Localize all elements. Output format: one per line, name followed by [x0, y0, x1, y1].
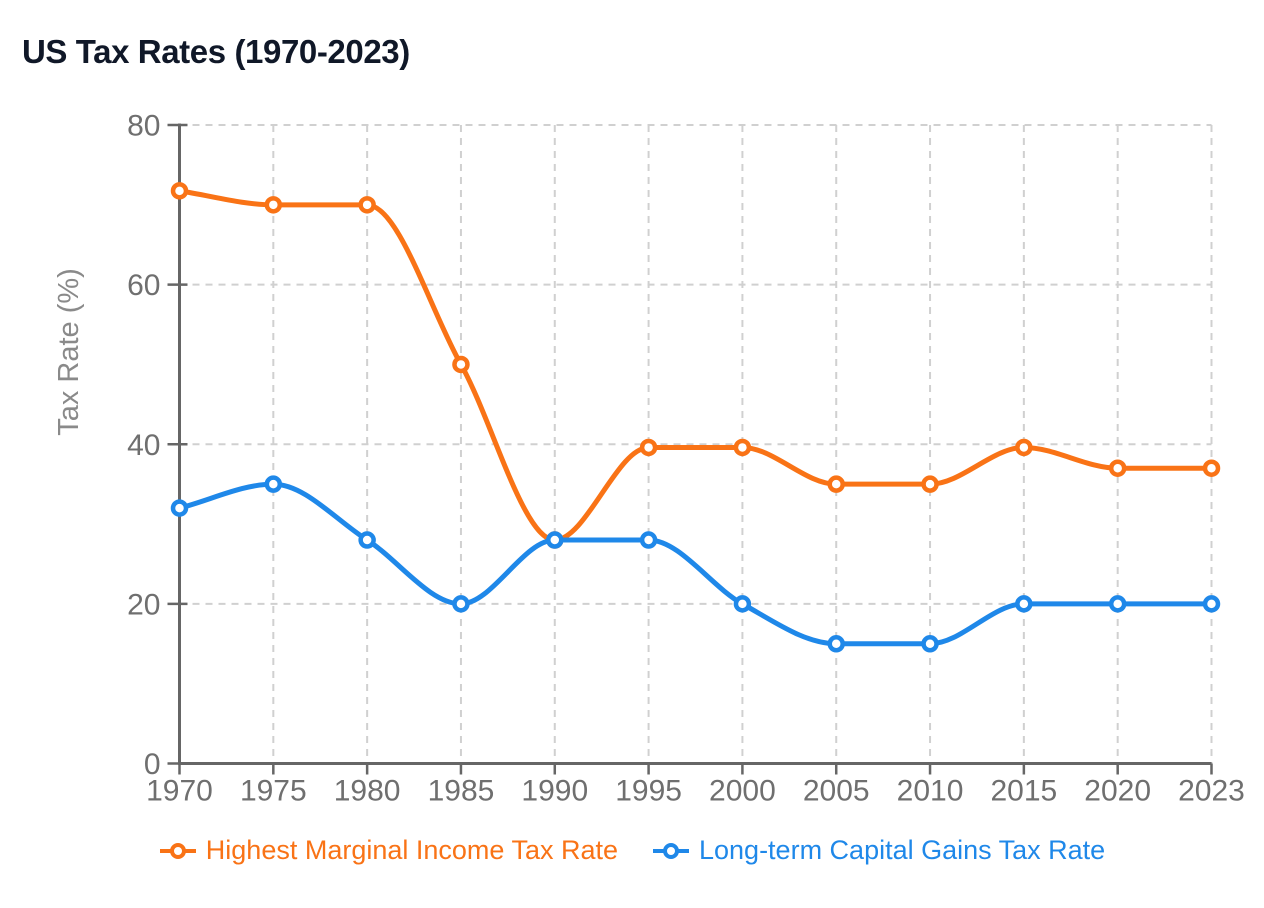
data-point-1-1975 — [264, 475, 283, 493]
data-point-0-1995 — [639, 438, 658, 457]
tick-labels-layer: 0 20 40 60 80 1970 1975 1980 1985 1990 1995 2000 200… — [127, 110, 1245, 808]
series-layer — [170, 182, 1221, 653]
data-point-0-2005 — [827, 475, 845, 493]
x-tick-label: 2015 — [990, 775, 1057, 808]
data-point-0-2015 — [1015, 438, 1033, 457]
x-tick-label: 2005 — [803, 775, 870, 808]
y-axis-title: Tax Rate (%) — [53, 268, 85, 436]
data-point-1-1985 — [452, 595, 470, 613]
x-tick-label: 1985 — [428, 775, 495, 808]
y-tick-label: 20 — [127, 588, 160, 621]
x-tick-label: 2000 — [709, 775, 776, 808]
x-tick-label: 2023 — [1178, 775, 1245, 808]
data-point-0-2000 — [733, 438, 752, 457]
data-point-0-1970 — [170, 182, 189, 200]
data-point-1-2000 — [733, 595, 752, 613]
x-tick-label: 1970 — [146, 775, 213, 808]
data-point-1-2023 — [1202, 595, 1221, 613]
legend-line-marker-icon — [159, 842, 196, 859]
x-tick-label: 1995 — [615, 775, 682, 808]
chart-title: US Tax Rates (1970-2023) — [22, 33, 410, 70]
y-tick-label: 0 — [144, 748, 161, 781]
series-line-1 — [177, 481, 1214, 647]
y-tick-label: 80 — [127, 110, 160, 143]
legend-item-0[interactable]: Highest Marginal Income Tax Rate — [159, 835, 618, 866]
data-point-0-1975 — [264, 196, 283, 214]
y-tick-label: 60 — [127, 269, 160, 302]
data-point-1-2015 — [1015, 595, 1033, 613]
x-tick-label: 1975 — [240, 775, 307, 808]
data-point-0-2020 — [1108, 459, 1127, 477]
data-point-0-2010 — [921, 475, 939, 493]
x-tick-label: 2010 — [897, 775, 964, 808]
data-point-0-1980 — [358, 196, 376, 214]
legend: Highest Marginal Income Tax Rate Long-ter… — [0, 835, 1264, 866]
series-line-0 — [177, 188, 1214, 543]
legend-line-marker-icon — [653, 842, 689, 859]
x-tick-label: 1990 — [521, 775, 588, 808]
data-point-1-1995 — [639, 531, 658, 549]
data-point-1-2005 — [827, 635, 845, 653]
data-point-1-1990 — [546, 531, 564, 549]
data-point-1-2010 — [921, 635, 939, 653]
data-point-1-2020 — [1108, 595, 1127, 613]
ticks-layer — [167, 123, 1213, 775]
gridlines-layer — [179, 124, 1213, 764]
axis-titles-layer: Tax Rate (%) — [53, 268, 85, 436]
legend-label: Highest Marginal Income Tax Rate — [205, 835, 618, 865]
x-tick-label: 1980 — [334, 775, 401, 808]
data-point-0-1985 — [452, 355, 470, 374]
x-tick-label: 2020 — [1084, 775, 1151, 808]
legend-label: Long-term Capital Gains Tax Rate — [699, 835, 1106, 865]
legend-item-1[interactable]: Long-term Capital Gains Tax Rate — [652, 835, 1105, 866]
y-tick-label: 40 — [127, 429, 160, 462]
data-point-1-1970 — [170, 499, 189, 517]
data-point-0-2023 — [1202, 459, 1221, 477]
data-point-1-1980 — [358, 531, 376, 549]
